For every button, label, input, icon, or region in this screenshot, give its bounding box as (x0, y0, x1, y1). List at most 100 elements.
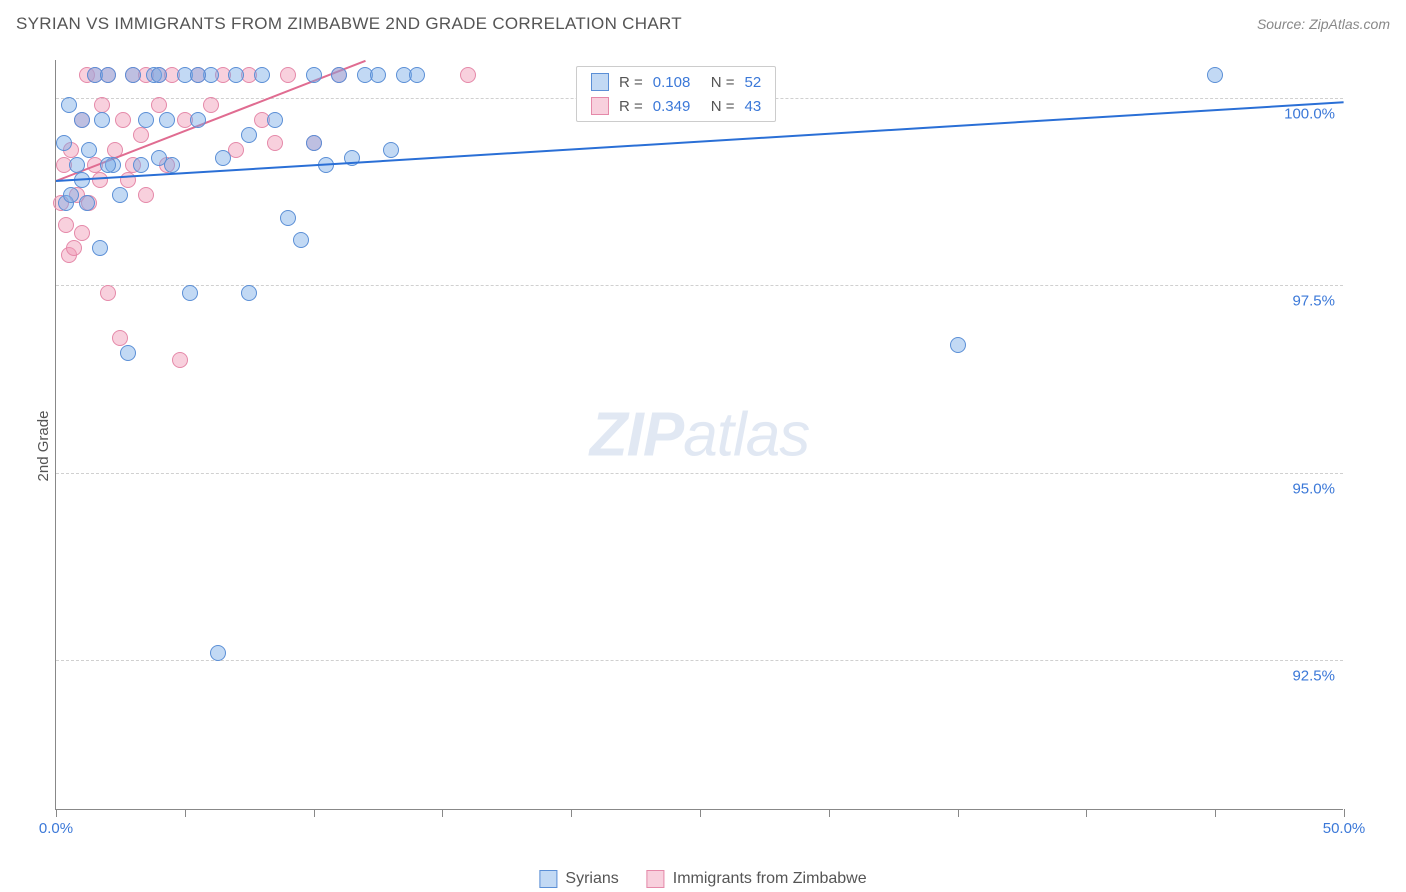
marker-syrians (100, 157, 116, 173)
marker-zimbabwe (460, 67, 476, 83)
legend-top-row-syrians: R = 0.108 N = 52 (577, 70, 775, 94)
legend-n-label: N = (711, 98, 735, 115)
marker-syrians (92, 240, 108, 256)
marker-syrians (159, 112, 175, 128)
marker-zimbabwe (58, 217, 74, 233)
plot-area: ZIPatlas 92.5%95.0%97.5%100.0%0.0%50.0%R… (55, 60, 1343, 810)
marker-syrians (383, 142, 399, 158)
xtick (958, 809, 959, 817)
legend-r-value: 0.349 (653, 98, 701, 115)
marker-syrians (63, 187, 79, 203)
ytick-label: 92.5% (1292, 668, 1335, 685)
marker-syrians (267, 112, 283, 128)
marker-syrians (950, 337, 966, 353)
marker-syrians (370, 67, 386, 83)
marker-syrians (241, 285, 257, 301)
legend-r-label: R = (619, 74, 643, 91)
marker-syrians (138, 112, 154, 128)
gridline-h (56, 473, 1343, 474)
chart-source: Source: ZipAtlas.com (1257, 16, 1390, 32)
marker-zimbabwe (138, 187, 154, 203)
marker-zimbabwe (133, 127, 149, 143)
legend-bottom: Syrians Immigrants from Zimbabwe (539, 870, 866, 888)
marker-syrians (125, 67, 141, 83)
ytick-label: 100.0% (1284, 105, 1335, 122)
ytick-label: 95.0% (1292, 480, 1335, 497)
marker-syrians (74, 112, 90, 128)
watermark-zip: ZIP (590, 400, 683, 469)
marker-zimbabwe (172, 352, 188, 368)
legend-r-label: R = (619, 98, 643, 115)
marker-syrians (112, 187, 128, 203)
marker-syrians (190, 112, 206, 128)
xtick (1086, 809, 1087, 817)
legend-top: R = 0.108 N = 52 R = 0.349 N = 43 (576, 66, 776, 122)
marker-zimbabwe (66, 240, 82, 256)
marker-syrians (61, 97, 77, 113)
marker-zimbabwe (203, 97, 219, 113)
legend-top-row-zimbabwe: R = 0.349 N = 43 (577, 94, 775, 118)
marker-syrians (409, 67, 425, 83)
marker-syrians (69, 157, 85, 173)
xtick (442, 809, 443, 817)
marker-syrians (306, 67, 322, 83)
legend-bottom-label: Immigrants from Zimbabwe (673, 870, 867, 888)
marker-syrians (293, 232, 309, 248)
marker-syrians (56, 135, 72, 151)
marker-syrians (215, 150, 231, 166)
marker-syrians (210, 645, 226, 661)
legend-bottom-item: Syrians (539, 870, 618, 888)
xtick (185, 809, 186, 817)
xtick (314, 809, 315, 817)
watermark-atlas: atlas (683, 400, 809, 469)
marker-syrians (81, 142, 97, 158)
marker-syrians (280, 210, 296, 226)
marker-syrians (120, 345, 136, 361)
marker-syrians (331, 67, 347, 83)
marker-syrians (164, 157, 180, 173)
marker-zimbabwe (112, 330, 128, 346)
marker-syrians (241, 127, 257, 143)
marker-zimbabwe (267, 135, 283, 151)
marker-syrians (94, 112, 110, 128)
marker-syrians (228, 67, 244, 83)
marker-zimbabwe (94, 97, 110, 113)
xtick (571, 809, 572, 817)
legend-r-value: 0.108 (653, 74, 701, 91)
xtick (56, 809, 57, 817)
legend-bottom-item: Immigrants from Zimbabwe (647, 870, 867, 888)
chart-title: SYRIAN VS IMMIGRANTS FROM ZIMBABWE 2ND G… (16, 14, 682, 34)
marker-syrians (151, 67, 167, 83)
legend-swatch (647, 870, 665, 888)
gridline-h (56, 660, 1343, 661)
legend-n-label: N = (711, 74, 735, 91)
marker-syrians (306, 135, 322, 151)
marker-zimbabwe (92, 172, 108, 188)
y-axis-label: 2nd Grade (35, 411, 52, 482)
marker-zimbabwe (74, 225, 90, 241)
marker-zimbabwe (100, 285, 116, 301)
marker-zimbabwe (115, 112, 131, 128)
ytick-label: 97.5% (1292, 293, 1335, 310)
marker-zimbabwe (280, 67, 296, 83)
xtick (1344, 809, 1345, 817)
marker-syrians (1207, 67, 1223, 83)
legend-n-value: 43 (745, 98, 762, 115)
marker-syrians (190, 67, 206, 83)
marker-syrians (133, 157, 149, 173)
legend-swatch (591, 73, 609, 91)
marker-syrians (182, 285, 198, 301)
xtick-label: 0.0% (39, 820, 73, 837)
legend-n-value: 52 (745, 74, 762, 91)
marker-syrians (79, 195, 95, 211)
chart-header: SYRIAN VS IMMIGRANTS FROM ZIMBABWE 2ND G… (0, 0, 1406, 48)
marker-zimbabwe (151, 97, 167, 113)
marker-syrians (100, 67, 116, 83)
xtick (1215, 809, 1216, 817)
legend-bottom-label: Syrians (565, 870, 618, 888)
xtick (829, 809, 830, 817)
watermark: ZIPatlas (590, 399, 809, 470)
marker-syrians (254, 67, 270, 83)
xtick (700, 809, 701, 817)
legend-swatch (591, 97, 609, 115)
